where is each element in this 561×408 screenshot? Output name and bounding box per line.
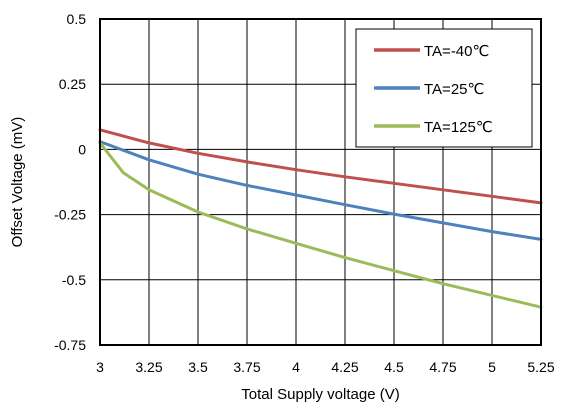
x-tick-label: 5.25	[527, 359, 554, 375]
series-line-3	[98, 141, 543, 309]
series-lines	[98, 128, 543, 309]
series-line-1	[98, 128, 543, 205]
y-tick-label: -0.5	[62, 272, 86, 288]
x-tick-label: 5	[488, 359, 496, 375]
legend: TA=-40℃ TA=25℃ TA=125℃	[355, 28, 533, 148]
x-tick-label: 4	[292, 359, 300, 375]
x-tick-labels: 3 3.25 3.5 3.75 4 4.25 4.5 4.75 5 5.25	[96, 359, 555, 375]
legend-label-3: TA=125℃	[424, 119, 493, 136]
plot-frame	[99, 18, 542, 346]
series-line-2	[98, 140, 543, 241]
x-axis-title: Total Supply voltage (V)	[241, 386, 399, 403]
y-tick-labels: 0.5 0.25 0 -0.25 -0.5 -0.75	[54, 11, 86, 353]
x-tick-label: 4.5	[384, 359, 404, 375]
x-tick-label: 3.75	[233, 359, 260, 375]
y-axis-title: Offset Voltage (mV)	[9, 117, 26, 248]
x-tick-label: 3.25	[135, 359, 162, 375]
y-tick-label: -0.75	[54, 337, 86, 353]
x-tick-label: 3.5	[188, 359, 208, 375]
x-tick-label: 3	[96, 359, 104, 375]
x-tick-label: 4.75	[429, 359, 456, 375]
y-tick-label: 0	[78, 141, 86, 157]
legend-label-2: TA=25℃	[424, 81, 484, 98]
y-tick-label: -0.25	[54, 207, 86, 223]
legend-label-1: TA=-40℃	[424, 43, 489, 60]
x-tick-label: 4.25	[331, 359, 358, 375]
y-tick-label: 0.25	[59, 76, 86, 92]
y-tick-label: 0.5	[67, 11, 87, 27]
